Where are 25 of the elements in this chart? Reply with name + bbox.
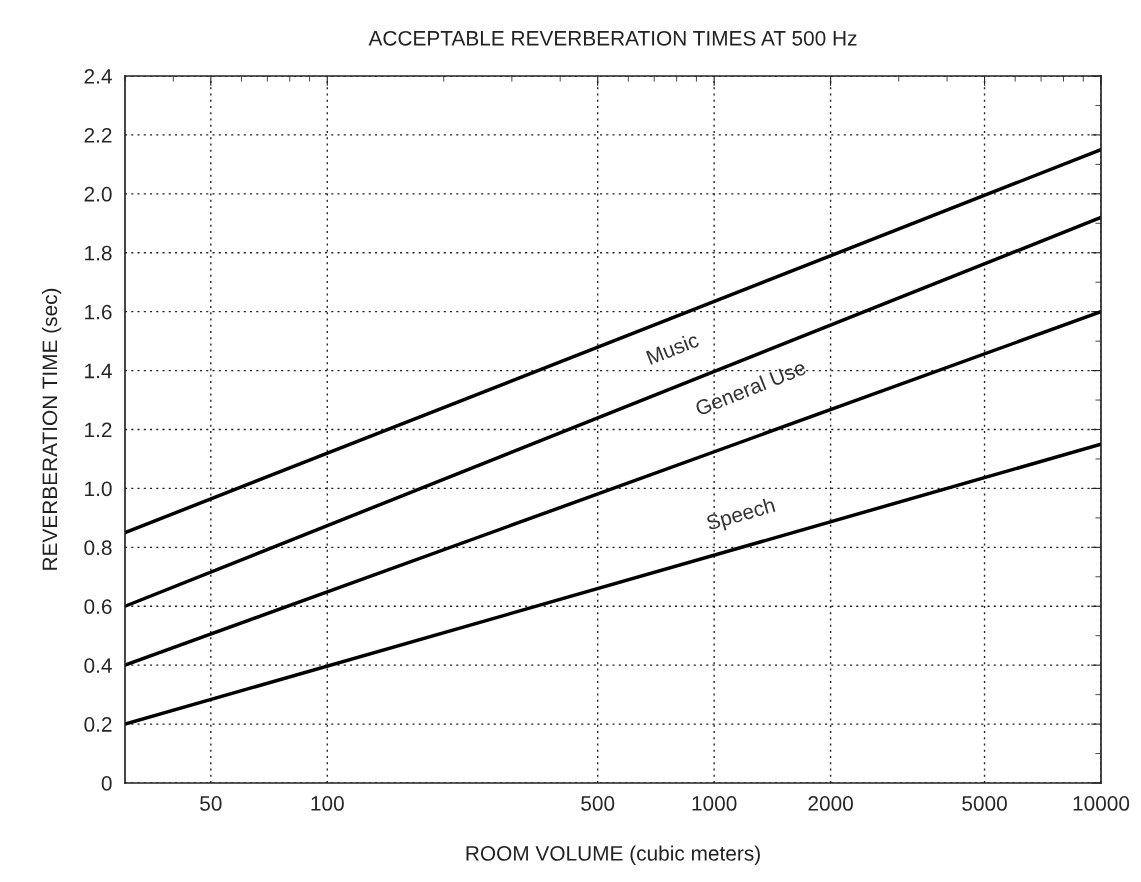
y-tick-label: 0.6 (84, 599, 112, 614)
chart-title: ACCEPTABLE REVERBERATION TIMES AT 500 Hz (368, 30, 857, 46)
y-tick-label: 1.2 (85, 422, 112, 438)
x-axis-title: ROOM VOLUME (cubic meters) (466, 845, 760, 865)
text: Speech (705, 496, 777, 535)
y-tick-label: 1.6 (85, 304, 112, 320)
x-tick-label: 500 (581, 796, 615, 811)
y-tick-label: 1.4 (85, 363, 112, 379)
text: Music (645, 331, 700, 365)
y-tick-label: 2.4 (84, 69, 112, 84)
x-tick-label: 10000 (1073, 796, 1130, 811)
y-tick-label: 2.0 (84, 186, 112, 202)
y-tick-label: 0.8 (84, 540, 112, 556)
y-tick-label: 0.2 (84, 717, 112, 732)
x-tick-label: 2000 (808, 796, 853, 811)
y-tick-label: 1.8 (85, 245, 112, 261)
y-tick-label: 0.4 (84, 658, 112, 673)
y-axis-title: REVERBERATION TIME (sec) (41, 288, 62, 570)
y-tick-label: 1.0 (85, 481, 112, 497)
x-tick-label: 1000 (692, 796, 737, 811)
x-tick-label: 5000 (962, 796, 1007, 811)
y-tick-label: 0 (101, 776, 112, 791)
x-tick-label: 50 (200, 796, 222, 811)
x-tick-label: 100 (311, 796, 344, 811)
y-tick-label: 2.2 (84, 127, 112, 143)
